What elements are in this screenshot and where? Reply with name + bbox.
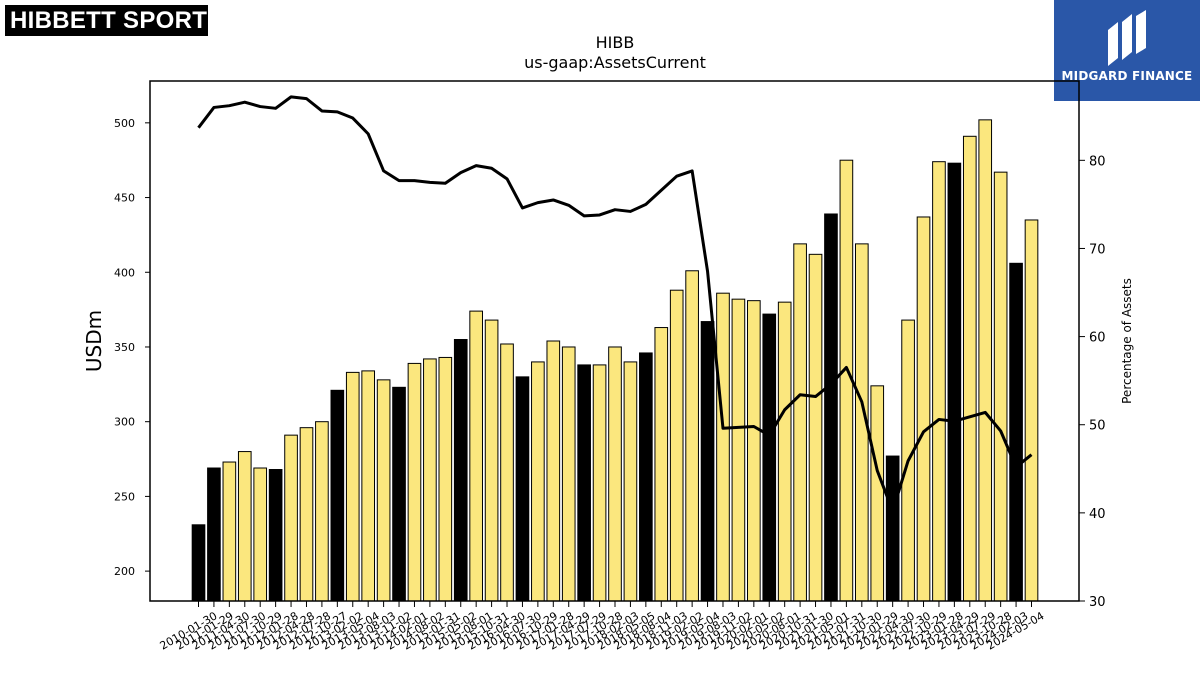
bar	[207, 467, 221, 602]
bar	[345, 371, 360, 602]
bar	[392, 386, 406, 602]
bar	[222, 461, 237, 602]
bar	[654, 327, 669, 602]
bar	[453, 339, 468, 602]
y-tick-label: 500	[114, 117, 135, 130]
bar	[824, 213, 838, 602]
bar	[916, 216, 931, 602]
bar	[608, 346, 622, 602]
y-tick-label: 450	[114, 192, 135, 205]
x-axis: 2010-01-302011-01-292011-04-302011-07-30…	[158, 601, 1047, 653]
bar	[808, 253, 823, 602]
bar	[747, 300, 761, 602]
y-tick-label: 350	[114, 341, 135, 354]
bar	[423, 358, 437, 602]
bar	[253, 467, 268, 602]
bar-series	[191, 119, 1039, 602]
y-axis-label: USDm	[82, 310, 106, 372]
bar	[299, 427, 314, 602]
bar	[932, 161, 946, 602]
chart-subtitle: us-gaap:AssetsCurrent	[524, 53, 706, 72]
bar	[284, 434, 298, 602]
bar	[407, 362, 422, 602]
y-tick-label: 200	[114, 565, 135, 578]
bar	[515, 376, 530, 602]
hibbett-sports-logo: HIBBETT SPORTS®	[5, 5, 232, 36]
bar	[484, 319, 499, 602]
bar	[700, 321, 715, 602]
bar	[531, 361, 545, 602]
bar	[1024, 219, 1039, 602]
bar	[561, 346, 576, 602]
y2-axis-label: Percentage of Assets	[1120, 278, 1134, 404]
percentage-line	[197, 95, 1033, 513]
y2-tick-label: 30	[1089, 595, 1106, 610]
bar	[947, 162, 962, 602]
bar	[623, 361, 638, 602]
midgard-finance-watermark: MIDGARD FINANCE	[1054, 0, 1200, 101]
bar	[1009, 262, 1023, 602]
bar	[716, 292, 730, 602]
bar	[762, 313, 777, 602]
bar	[592, 364, 607, 602]
bar	[669, 289, 684, 602]
bar	[268, 469, 283, 602]
watermark-text: MIDGARD FINANCE	[1061, 69, 1193, 83]
bar	[978, 119, 993, 602]
bar	[993, 171, 1008, 602]
bar	[777, 301, 792, 602]
bar	[237, 451, 252, 602]
y2-tick-label: 60	[1089, 331, 1106, 346]
y-tick-label: 250	[114, 490, 135, 503]
y2-tick-label: 40	[1089, 507, 1106, 522]
bar	[376, 379, 391, 602]
bar	[500, 343, 514, 602]
bar	[885, 455, 900, 602]
bar	[469, 310, 483, 602]
bar	[870, 385, 885, 602]
y-tick-label: 400	[114, 266, 135, 279]
chart-title: HIBB	[596, 33, 635, 52]
bar	[962, 135, 977, 602]
bar	[191, 524, 206, 602]
bar	[438, 356, 453, 602]
bar	[639, 352, 653, 602]
bar	[577, 364, 591, 602]
y-axis-right: 30 40 50 60 70 80	[1079, 154, 1106, 610]
bar	[546, 340, 561, 602]
bar	[731, 298, 746, 602]
bar	[315, 421, 329, 602]
y-axis-left: 200 250 300 350 400 450 500	[114, 117, 150, 578]
bar	[361, 370, 376, 602]
midgard-logo-icon	[1108, 10, 1146, 66]
y2-tick-label: 50	[1089, 419, 1106, 434]
bar	[793, 243, 807, 602]
bar	[685, 270, 699, 602]
y-tick-label: 300	[114, 416, 135, 429]
y2-tick-label: 70	[1089, 242, 1106, 257]
y2-tick-label: 80	[1089, 154, 1106, 169]
bar	[330, 389, 345, 602]
